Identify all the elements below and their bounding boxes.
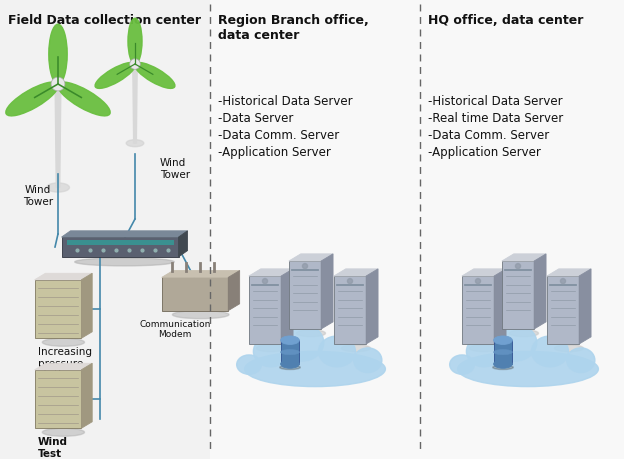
Bar [502,262,534,329]
Ellipse shape [47,184,69,193]
Ellipse shape [128,19,142,65]
Bar [67,241,173,246]
Ellipse shape [341,345,371,352]
Polygon shape [34,274,92,280]
Ellipse shape [494,360,512,369]
Bar [210,0,420,459]
Bar [289,262,321,329]
Bar [462,276,494,344]
Ellipse shape [532,336,568,367]
Bar [334,276,366,344]
Circle shape [130,60,140,70]
Ellipse shape [493,365,514,369]
Ellipse shape [253,336,289,367]
Ellipse shape [49,25,67,85]
Polygon shape [34,364,92,370]
Polygon shape [321,254,333,329]
Text: -Historical Data Server
-Data Server
-Data Comm. Server
-Application Server: -Historical Data Server -Data Server -Da… [218,95,353,159]
Polygon shape [133,65,137,144]
Ellipse shape [280,365,300,369]
Text: Communication
Modem: Communication Modem [139,319,211,339]
Ellipse shape [450,355,474,375]
Polygon shape [249,269,293,276]
Bar [494,341,512,364]
Bar [249,276,281,344]
Ellipse shape [6,83,59,117]
Ellipse shape [75,258,174,266]
Ellipse shape [554,345,583,352]
Text: Wind
Tower: Wind Tower [160,157,190,179]
Ellipse shape [494,350,512,355]
Ellipse shape [281,350,300,355]
Polygon shape [502,254,546,262]
Circle shape [51,78,65,92]
Ellipse shape [296,330,326,337]
Text: HQ office, data center: HQ office, data center [428,14,583,27]
Ellipse shape [493,325,537,361]
Ellipse shape [457,352,598,387]
Ellipse shape [567,348,595,373]
Polygon shape [81,364,92,428]
Polygon shape [62,231,187,238]
Circle shape [263,279,268,284]
Ellipse shape [466,336,502,367]
Polygon shape [81,274,92,338]
Bar [34,370,81,428]
Text: Field Data collection center: Field Data collection center [8,14,201,27]
Polygon shape [494,269,506,344]
Text: -Historical Data Server
-Real time Data Server
-Data Comm. Server
-Application S: -Historical Data Server -Real time Data … [428,95,563,159]
Ellipse shape [469,345,499,352]
Polygon shape [547,269,591,276]
Polygon shape [228,271,240,311]
Ellipse shape [135,63,175,89]
Circle shape [475,279,480,284]
Ellipse shape [281,360,300,369]
Bar [420,0,624,459]
Polygon shape [334,269,378,276]
Polygon shape [462,269,506,276]
Polygon shape [534,254,546,329]
Text: Increasing
pressure
station: Increasing pressure station [38,346,92,380]
Ellipse shape [57,83,110,117]
Text: Wind
Tower: Wind Tower [23,185,53,206]
Polygon shape [55,85,61,188]
Ellipse shape [126,140,144,147]
Text: Region Branch office,
data center: Region Branch office, data center [218,14,369,42]
Ellipse shape [95,63,135,89]
Bar [162,278,228,311]
Ellipse shape [42,338,84,347]
Bar [34,280,81,338]
Polygon shape [178,231,187,257]
Polygon shape [289,254,333,262]
Ellipse shape [280,325,324,361]
Ellipse shape [281,336,300,345]
Circle shape [560,279,565,284]
Ellipse shape [354,348,382,373]
Bar [0,0,210,459]
Ellipse shape [245,352,386,387]
Ellipse shape [236,355,261,375]
Bar [281,341,300,364]
Ellipse shape [256,345,286,352]
Circle shape [515,264,520,269]
Circle shape [348,279,353,284]
Polygon shape [366,269,378,344]
Polygon shape [281,269,293,344]
Polygon shape [162,271,240,278]
Circle shape [303,264,308,269]
Ellipse shape [494,336,512,345]
Ellipse shape [172,311,229,319]
Ellipse shape [318,336,356,367]
Ellipse shape [509,330,539,337]
Polygon shape [579,269,591,344]
Text: Wind
Test
Station: Wind Test Station [38,436,81,459]
Bar [547,276,579,344]
Ellipse shape [42,428,84,437]
Bar [62,238,178,257]
